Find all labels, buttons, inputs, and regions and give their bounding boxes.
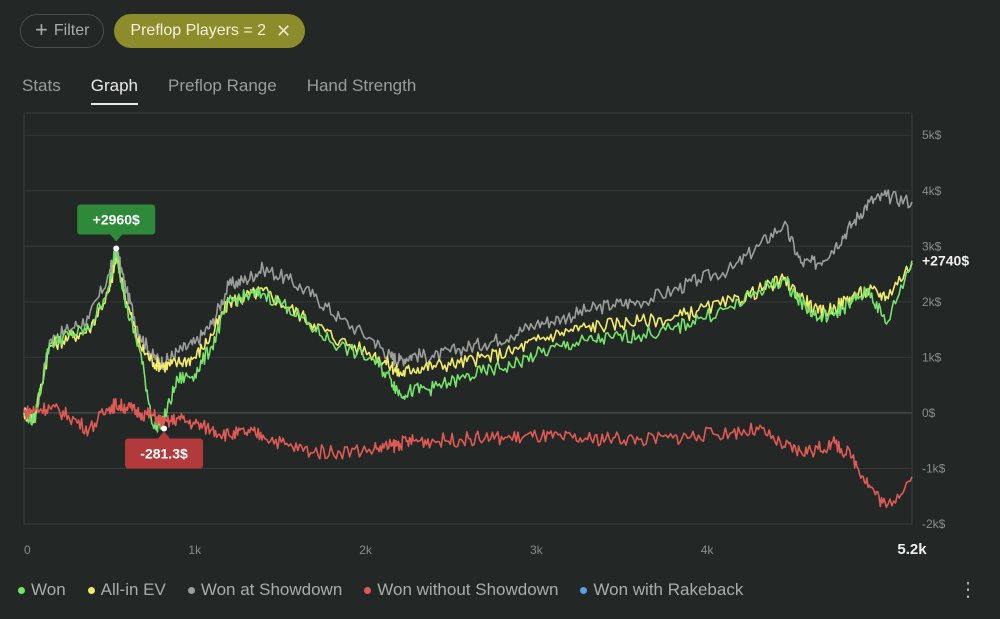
legend-item-won-without-showdown[interactable]: Won without Showdown <box>364 580 558 600</box>
series-line-all-in-ev <box>23 255 913 424</box>
x-tick-label: 4k <box>701 543 715 557</box>
legend-item-all-in-ev[interactable]: All-in EV <box>87 580 166 600</box>
annotation-pointer <box>110 234 123 242</box>
tab-preflop-range[interactable]: Preflop Range <box>168 76 277 95</box>
legend-dot-icon <box>18 586 25 594</box>
annotation-box <box>77 204 156 235</box>
y-tick-label: 3k$ <box>922 239 942 253</box>
series-line-won-at-showdown <box>23 189 913 426</box>
legend-label: Won with Rakeback <box>593 580 744 599</box>
tab-graph[interactable]: Graph <box>90 76 138 105</box>
x-tick-label: 1k <box>188 543 202 557</box>
end-value-label: +2740$ <box>922 253 969 269</box>
annotation-label: -281.3$ <box>140 446 188 462</box>
y-tick-label: 0$ <box>922 406 936 420</box>
legend-label: Won at Showdown <box>200 580 343 599</box>
filter-label: Filter <box>53 22 90 39</box>
x-tick-label: 2k <box>359 543 373 557</box>
y-tick-label: 1k$ <box>922 350 942 364</box>
legend-dot-icon <box>87 586 95 594</box>
legend-item-won-with-rakeback[interactable]: Won with Rakeback <box>580 580 743 600</box>
annotation-point <box>161 425 168 432</box>
annotation-point <box>113 245 120 252</box>
x-tick-label: 5.2k <box>897 541 927 558</box>
y-tick-label: 4k$ <box>922 184 942 198</box>
filter-chip-label: Preflop Players = 2 <box>130 22 267 39</box>
series-line-won-without-showdown <box>23 397 913 509</box>
filter-chip-preflop-players[interactable]: Preflop Players = 2 ✕ <box>114 14 306 48</box>
tab-stats[interactable]: Stats <box>22 76 61 95</box>
legend-label: Won <box>31 580 66 599</box>
more-options-icon[interactable]: ⋮ <box>958 579 978 601</box>
annotation-pointer <box>158 431 171 439</box>
legend-dot-icon <box>187 586 195 594</box>
close-icon[interactable]: ✕ <box>276 20 292 41</box>
annotation-box <box>125 438 204 469</box>
legend-dot-icon <box>364 586 372 594</box>
legend-item-won-at-showdown[interactable]: Won at Showdown <box>187 580 343 600</box>
legend-item-won[interactable]: Won <box>18 580 66 600</box>
y-tick-label: -2k$ <box>922 517 946 531</box>
y-tick-label: -1k$ <box>922 461 946 475</box>
legend-label: All-in EV <box>100 580 166 599</box>
tab-hand-strength[interactable]: Hand Strength <box>306 76 417 95</box>
legend: Won All-in EV Won at Showdown Won withou… <box>18 580 743 600</box>
legend-dot-icon <box>580 586 588 594</box>
series-line-won <box>23 247 913 433</box>
y-tick-label: 2k$ <box>922 295 942 309</box>
annotation-label: +2960$ <box>93 212 140 228</box>
x-tick-label: 0 <box>24 543 31 557</box>
filter-button[interactable]: + Filter <box>20 14 105 48</box>
tab-bar: Stats Graph Preflop Range Hand Strength <box>22 76 416 105</box>
x-tick-label: 3k <box>530 543 544 557</box>
plus-icon: + <box>35 17 48 42</box>
filter-bar: + Filter Preflop Players = 2 ✕ <box>20 14 306 48</box>
legend-label: Won without Showdown <box>377 580 559 599</box>
y-tick-label: 5k$ <box>922 128 942 142</box>
